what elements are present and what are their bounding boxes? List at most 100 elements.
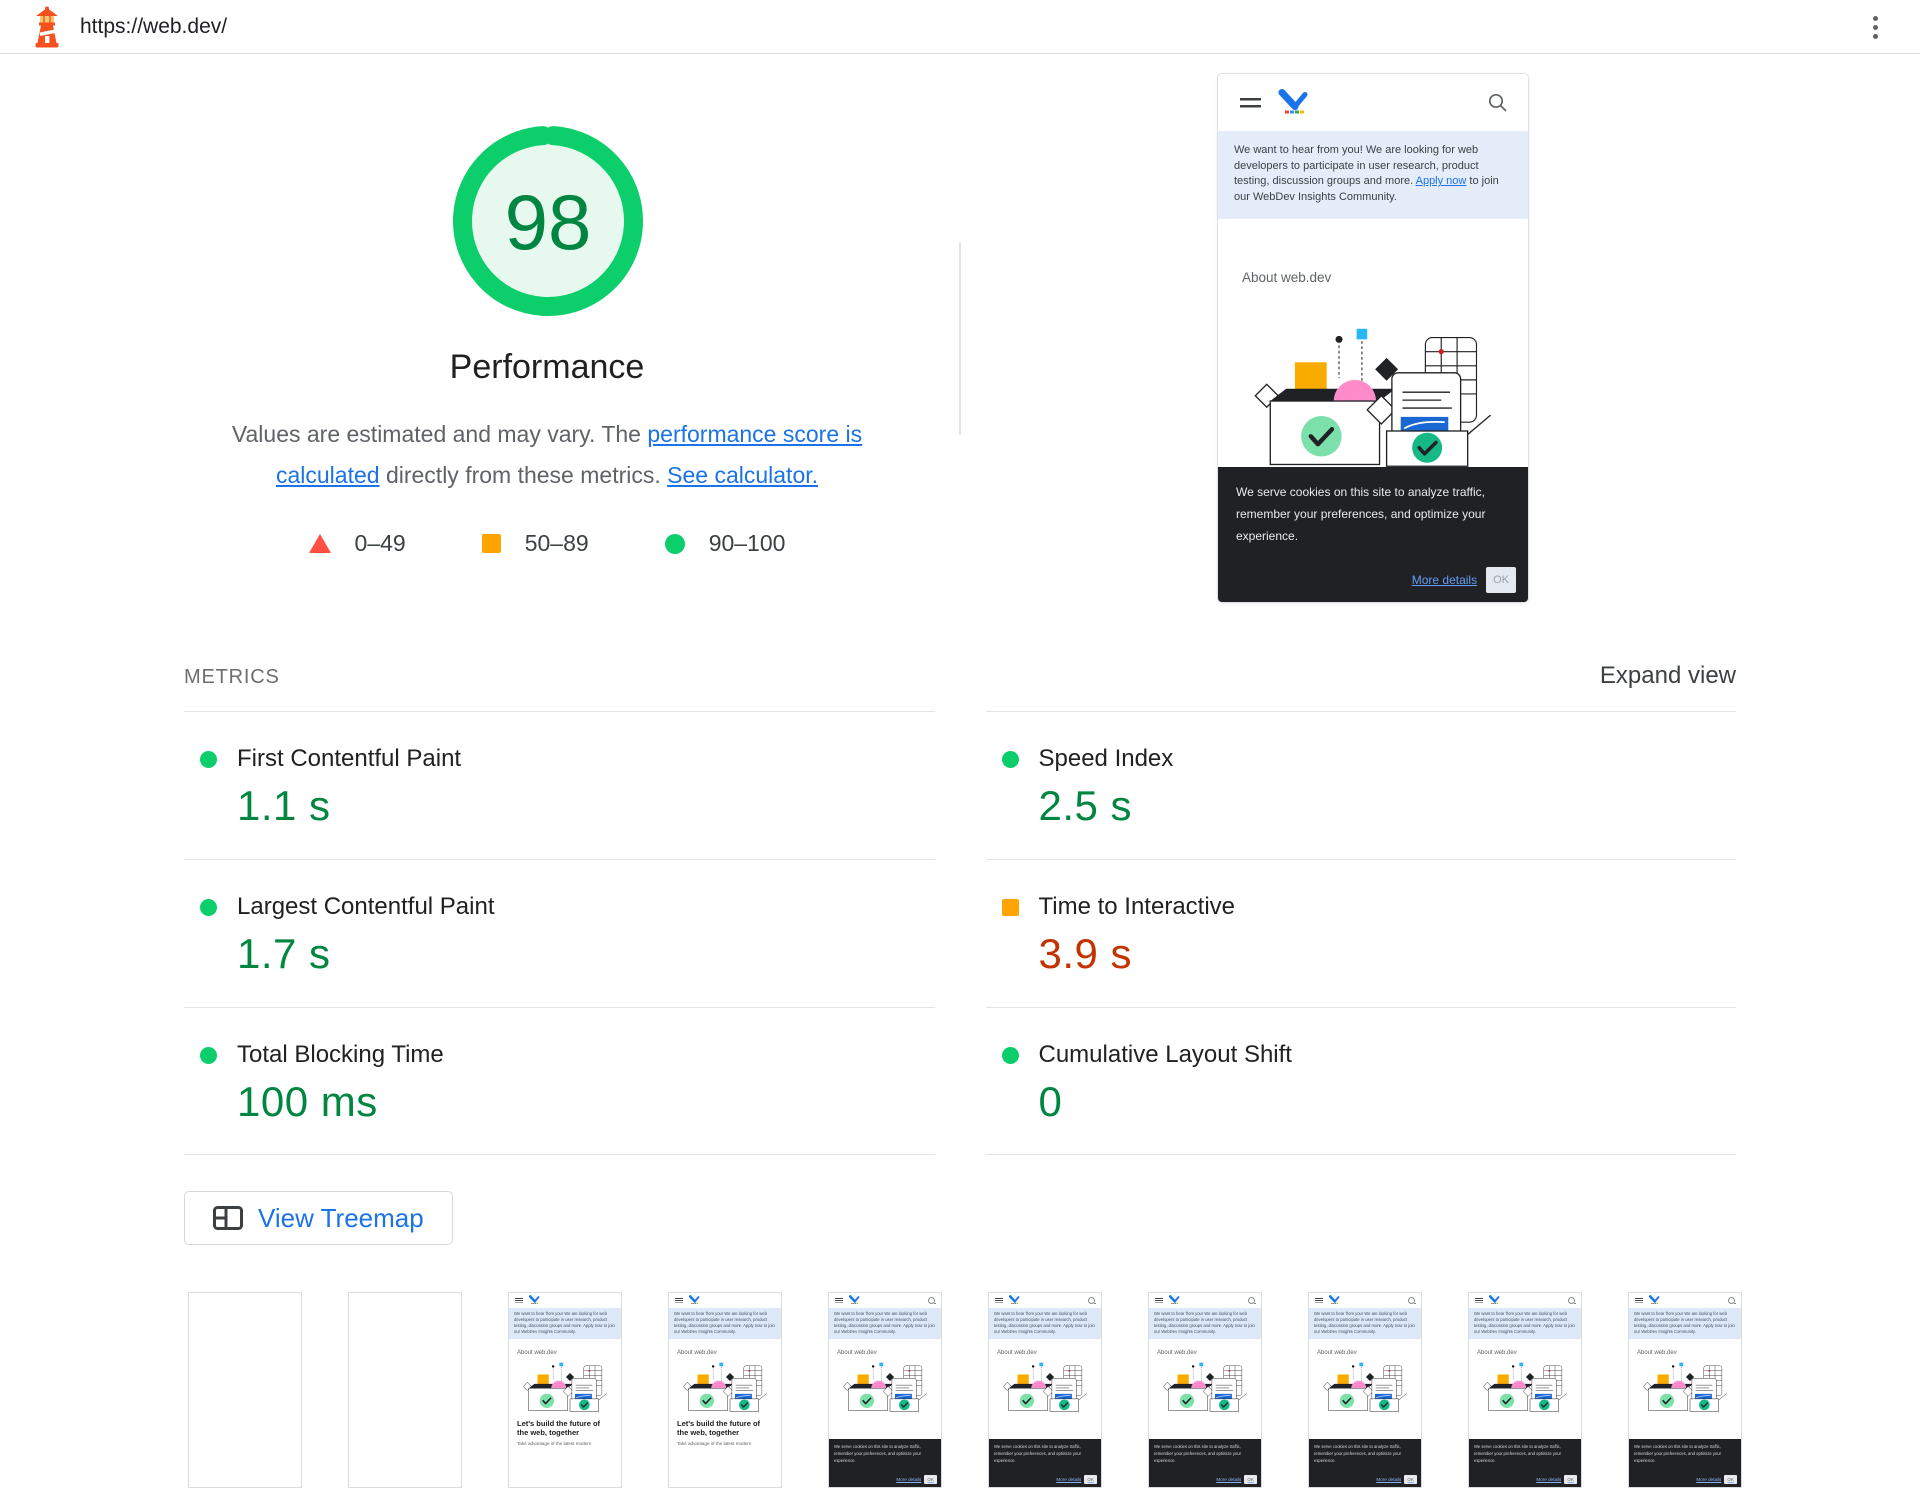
ok-button: OK	[1084, 1475, 1097, 1484]
hamburger-icon	[1155, 1298, 1163, 1303]
mini-about-heading: About web.dev	[677, 1350, 717, 1356]
legend-item-average: 50–89	[481, 530, 589, 557]
mini-promo-banner: We want to hear from you! We are looking…	[1469, 1308, 1581, 1339]
search-icon	[1488, 93, 1508, 113]
expand-view-button[interactable]: Expand view	[1599, 662, 1736, 689]
filmstrip-frame-partial: We want to hear from you! We are looking…	[508, 1292, 622, 1488]
hamburger-icon	[515, 1298, 523, 1303]
filmstrip-frame-full: We want to hear from you! We are looking…	[828, 1292, 942, 1488]
metric-value: 2.5 s	[1038, 782, 1133, 829]
filmstrip-frame-blank	[348, 1292, 462, 1488]
mini-promo-banner: We want to hear from you! We are looking…	[669, 1308, 781, 1339]
kebab-dot	[1872, 15, 1878, 21]
webdev-logo-icon	[1648, 1295, 1661, 1305]
banner-text: to join our WebDev Insights Community.	[1234, 175, 1499, 203]
webdev-illustration	[678, 1362, 772, 1412]
webdev-logo-icon	[1488, 1295, 1501, 1305]
mini-cookie-banner: We serve cookies on this site to analyze…	[1629, 1439, 1741, 1487]
webdev-logo-icon	[1008, 1295, 1021, 1305]
search-icon	[928, 1297, 936, 1304]
ok-button: OK	[1244, 1475, 1257, 1484]
metric-status-icon	[1001, 1046, 1019, 1064]
mini-header	[989, 1293, 1101, 1308]
webdev-illustration	[1318, 1362, 1412, 1412]
mini-headline: Let's build the future of the web, toget…	[677, 1419, 761, 1437]
metric-name: Total Blocking Time	[237, 1041, 444, 1068]
metric-name: Time to Interactive	[1038, 893, 1236, 920]
mini-cookie-banner: We serve cookies on this site to analyze…	[989, 1439, 1101, 1487]
webdev-logo-icon	[1168, 1295, 1181, 1305]
cookie-text: We serve cookies on this site to analyze…	[1154, 1444, 1242, 1463]
view-treemap-button[interactable]: View Treemap	[184, 1191, 453, 1245]
mini-promo-banner: We want to hear from you! We are looking…	[1149, 1308, 1261, 1339]
more-details-link: More details	[1696, 1477, 1722, 1482]
mini-about-heading: About web.dev	[837, 1350, 877, 1356]
search-icon	[1248, 1297, 1256, 1304]
mini-promo-banner: We want to hear from you! We are looking…	[829, 1308, 941, 1339]
metric-cell-cumulative-layout-shift: Cumulative Layout Shift 0	[985, 1007, 1736, 1155]
ok-button: OK	[1404, 1475, 1417, 1484]
mini-header	[1469, 1293, 1581, 1308]
hamburger-icon	[1475, 1298, 1483, 1303]
more-options-button[interactable]	[1860, 12, 1890, 42]
cookie-actions: More details OK	[1216, 1475, 1257, 1484]
mini-about-heading: About web.dev	[1637, 1350, 1677, 1356]
performance-score-link[interactable]: performance score is calculated	[275, 421, 863, 488]
score-description: Values are estimated and may vary. The p…	[202, 414, 892, 496]
mini-header	[1149, 1293, 1261, 1308]
metric-name: Speed Index	[1038, 745, 1174, 772]
apply-now-link: Apply now	[1415, 175, 1467, 187]
webdev-illustration	[1158, 1362, 1252, 1412]
metric-status-icon	[200, 898, 217, 916]
mini-header	[829, 1293, 941, 1308]
mini-header	[669, 1293, 781, 1308]
search-icon	[1568, 1297, 1576, 1304]
cookie-text: We serve cookies on this site to analyze…	[1474, 1444, 1562, 1463]
mini-about-heading: About web.dev	[1477, 1350, 1517, 1356]
webdev-logo-icon	[1328, 1295, 1341, 1305]
report-url: https://web.dev/	[80, 15, 228, 38]
gauge-arc	[453, 126, 643, 316]
cookie-text: We serve cookies on this site to analyze…	[1314, 1444, 1402, 1463]
metric-status-icon	[200, 1046, 217, 1064]
mini-about-heading: About web.dev	[997, 1350, 1037, 1356]
search-icon	[1728, 1297, 1736, 1304]
more-details-link: More details	[1056, 1477, 1082, 1482]
see-calculator-link[interactable]: See calculator.	[667, 462, 819, 488]
mini-header	[1309, 1293, 1421, 1308]
score-legend: 0–49 50–89 90–100	[184, 530, 910, 557]
hamburger-icon	[995, 1298, 1003, 1303]
score-gauge[interactable]: 98	[453, 126, 643, 316]
metric-value: 100 ms	[237, 1078, 378, 1125]
legend-item-pass: 90–100	[664, 530, 785, 557]
mini-headline: Let's build the future of the web, toget…	[517, 1419, 601, 1437]
metric-name: Largest Contentful Paint	[237, 893, 495, 920]
metric-cell-speed-index: Speed Index 2.5 s	[985, 711, 1736, 859]
metric-status-icon	[1001, 898, 1019, 916]
more-details-link: More details	[1536, 1477, 1562, 1482]
filmstrip-frame-full: We want to hear from you! We are looking…	[1468, 1292, 1582, 1488]
preview-about-heading: About web.dev	[1242, 270, 1332, 285]
webdev-illustration	[1478, 1362, 1572, 1412]
score-value: 98	[504, 178, 592, 266]
legend-range: 50–89	[524, 530, 589, 556]
cookie-actions: More details OK	[1412, 567, 1516, 593]
metric-name: First Contentful Paint	[237, 745, 462, 772]
view-treemap-label: View Treemap	[258, 1202, 424, 1233]
performance-title: Performance	[449, 348, 645, 386]
metric-cell-largest-contentful-paint: Largest Contentful Paint 1.7 s	[184, 859, 935, 1007]
more-details-link: More details	[1411, 573, 1478, 587]
lighthouse-logo-icon	[35, 6, 59, 48]
treemap-icon	[213, 1206, 243, 1230]
ok-button: OK	[1724, 1475, 1737, 1484]
filmstrip-frame-partial: We want to hear from you! We are looking…	[668, 1292, 782, 1488]
filmstrip-frame-full: We want to hear from you! We are looking…	[1308, 1292, 1422, 1488]
webdev-illustration	[838, 1362, 932, 1412]
search-icon	[1408, 1297, 1416, 1304]
webdev-logo-icon	[1276, 89, 1312, 116]
filmstrip: We want to hear from you! We are looking…	[188, 1292, 1742, 1488]
filmstrip-frame-full: We want to hear from you! We are looking…	[1148, 1292, 1262, 1488]
legend-item-fail: 0–49	[308, 530, 406, 557]
description-text: Values are estimated and may vary. The	[231, 421, 648, 447]
topbar: https://web.dev/	[0, 0, 1920, 54]
